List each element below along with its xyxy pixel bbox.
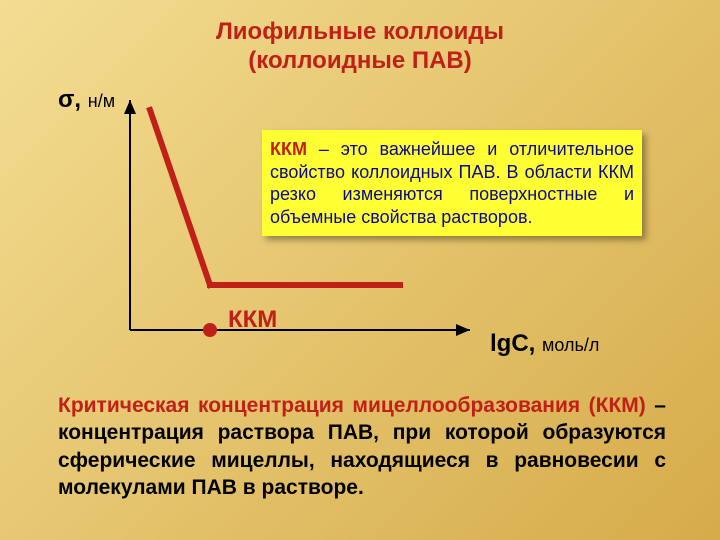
caption-text: Критическая концентрация мицеллообразова… [58,392,666,501]
title-line-2: (коллоидные ПАВ) [248,47,472,74]
x-axis-unit: моль/л [542,335,599,355]
x-axis-symbol: lgC, [490,330,542,357]
caption-lead: Критическая концентрация мицеллообразова… [58,394,646,417]
callout-kkm-word: ККМ [270,139,307,159]
callout-text: – это важнейшее и отличительное свойство… [270,139,634,227]
x-axis-label: lgC, моль/л [490,330,599,358]
y-axis-symbol: σ, [58,86,88,113]
kkm-point-label: ККМ [228,306,277,334]
title-line-1: Лиофильные коллоиды [216,18,504,45]
slide: Лиофильные коллоиды (коллоидные ПАВ) σ, … [0,0,720,540]
kkm-callout-box: ККМ – это важнейшее и отличительное свой… [262,130,642,236]
slide-title: Лиофильные коллоиды (коллоидные ПАВ) [170,18,550,76]
